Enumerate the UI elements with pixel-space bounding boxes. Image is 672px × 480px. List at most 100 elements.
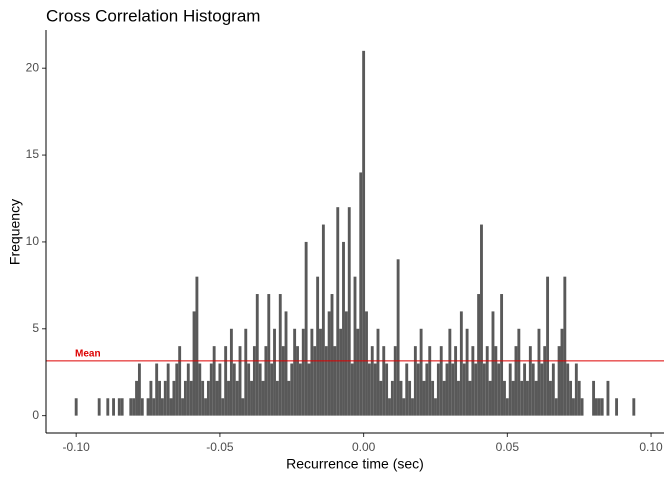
bar <box>304 241 308 416</box>
bar <box>175 363 179 416</box>
bar <box>551 363 555 416</box>
bar <box>454 346 458 416</box>
bar <box>531 363 535 416</box>
mean-label: Mean <box>75 349 101 360</box>
bar <box>117 398 121 416</box>
bar <box>342 241 345 416</box>
bar <box>356 328 360 416</box>
bar <box>112 398 115 416</box>
bar <box>577 380 581 416</box>
bar <box>370 346 374 416</box>
bar <box>74 398 78 416</box>
bar <box>500 294 504 416</box>
bar <box>546 276 550 416</box>
bar <box>425 363 429 416</box>
bar <box>296 346 299 416</box>
bar <box>477 294 481 416</box>
bar <box>359 172 363 416</box>
bar <box>241 398 245 416</box>
bar <box>324 346 328 416</box>
bar <box>595 398 598 416</box>
bar <box>163 380 167 416</box>
bar <box>244 328 248 416</box>
bar <box>152 398 156 416</box>
bar <box>540 363 544 416</box>
bar <box>270 363 274 416</box>
bar <box>388 398 391 416</box>
bar <box>434 398 437 416</box>
bar <box>505 398 509 416</box>
x-axis-title: Recurrence time (sec) <box>286 456 424 472</box>
bar <box>212 346 216 416</box>
x-tick-label: -0.05 <box>206 440 234 454</box>
bar <box>261 380 265 416</box>
bar <box>485 346 489 416</box>
bar <box>526 380 529 416</box>
bar <box>411 398 414 416</box>
bar <box>494 346 498 416</box>
bar <box>172 380 176 416</box>
bar <box>597 398 601 416</box>
bar <box>344 311 348 416</box>
bar <box>488 380 492 416</box>
bar <box>146 398 150 416</box>
bar <box>549 380 552 416</box>
x-tick-label: 0.05 <box>496 440 520 454</box>
bar <box>537 328 541 416</box>
bar <box>232 363 236 416</box>
bar <box>497 363 501 416</box>
bar <box>316 276 320 416</box>
bar <box>339 328 343 416</box>
bar <box>419 328 423 416</box>
bar <box>215 380 219 416</box>
bar <box>287 380 291 416</box>
bar <box>543 346 547 416</box>
y-tick-label: 10 <box>26 234 40 248</box>
bar <box>445 363 449 416</box>
y-tick-label: 0 <box>32 408 39 422</box>
bar <box>615 398 619 416</box>
bar <box>560 328 564 416</box>
bar <box>465 328 469 416</box>
bar <box>457 380 460 416</box>
bar <box>224 346 228 416</box>
bar <box>158 380 161 416</box>
bar <box>166 363 170 416</box>
bar <box>135 380 138 416</box>
bar <box>178 346 182 416</box>
bar <box>313 346 317 416</box>
bar <box>221 398 225 416</box>
bar <box>471 346 475 416</box>
bar <box>373 363 377 416</box>
bar <box>436 363 440 416</box>
bar <box>390 380 394 416</box>
bar <box>572 398 575 416</box>
bar <box>439 346 443 416</box>
bar <box>129 398 133 416</box>
bar <box>367 363 371 416</box>
bar <box>448 328 452 416</box>
bar <box>247 363 251 416</box>
bar <box>195 276 199 416</box>
x-tick-label: 0.10 <box>639 440 663 454</box>
bar <box>290 363 294 416</box>
bar <box>353 276 357 416</box>
y-tick-label: 15 <box>26 147 40 161</box>
bar <box>416 363 420 416</box>
bar <box>451 363 455 416</box>
bar <box>307 363 311 416</box>
bar <box>149 380 153 416</box>
bar <box>189 380 193 416</box>
bar <box>600 398 604 416</box>
bar <box>201 380 205 416</box>
bar <box>330 294 334 416</box>
bar <box>250 380 253 416</box>
bar <box>301 328 305 416</box>
bar <box>120 398 124 416</box>
bar <box>183 380 187 416</box>
bar <box>393 346 397 416</box>
bar <box>278 294 282 416</box>
bar <box>252 346 256 416</box>
bar <box>218 363 222 416</box>
